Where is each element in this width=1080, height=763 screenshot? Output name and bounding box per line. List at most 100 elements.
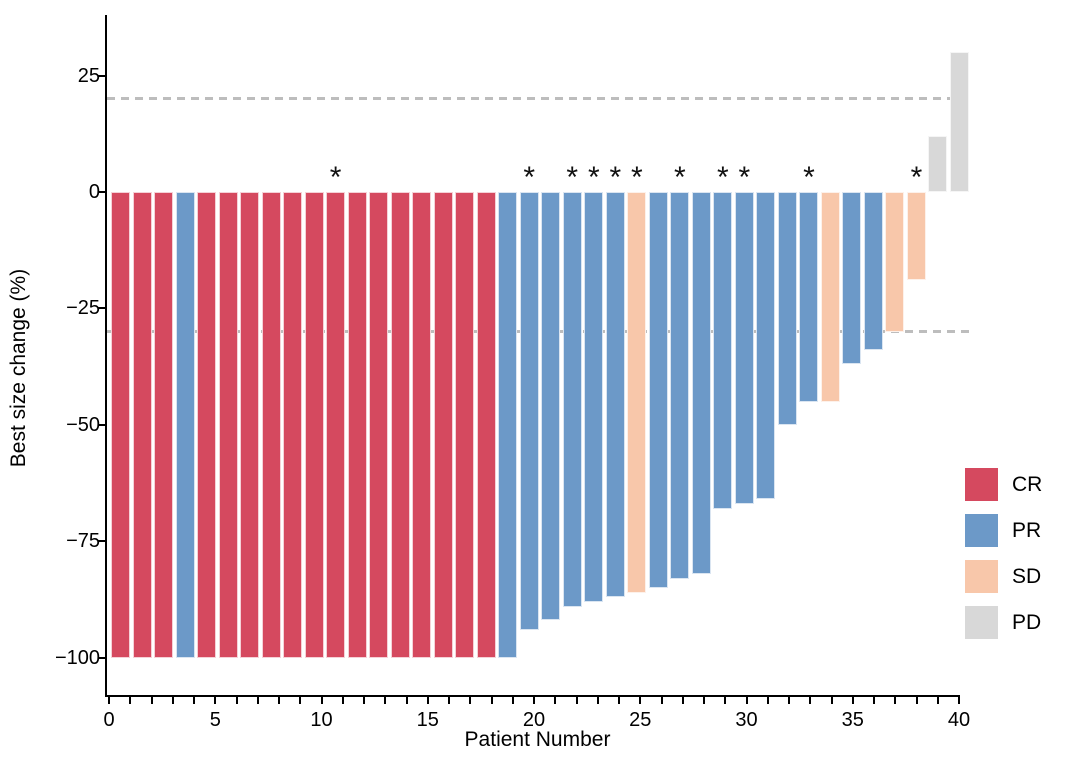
asterisk-marker: *: [587, 160, 600, 194]
legend-item-PR: PR: [965, 513, 1080, 547]
asterisk-marker: *: [717, 160, 729, 194]
x-axis-line: [105, 695, 960, 697]
bar-patient-17: [455, 191, 475, 658]
x-tick-label: 10: [310, 709, 333, 731]
bar-patient-21: [541, 191, 561, 621]
y-tick-label: −100: [54, 646, 100, 669]
bar-patient-33: [799, 191, 819, 402]
bar-patient-16: [433, 191, 453, 658]
x-tick: [320, 697, 323, 704]
y-tick-label: 25: [77, 64, 100, 87]
x-tick: [490, 697, 493, 704]
y-tick-label: −50: [66, 413, 100, 436]
x-tick: [235, 697, 238, 704]
asterisk-marker: *: [738, 160, 751, 194]
plot-panel: * * * * * * * * * * * 0 5 10 15 20 25 30 35 40 25 0 −25 −50 −75−…: [55, 15, 1042, 731]
legend-label: PD: [1012, 610, 1042, 634]
asterisk-marker: *: [609, 160, 622, 194]
x-tick: [426, 697, 429, 704]
bar-patient-4: [175, 191, 195, 658]
x-tick: [596, 697, 599, 704]
bar-patient-15: [412, 191, 432, 658]
y-tick: [98, 540, 105, 543]
bar-patient-25: [627, 191, 647, 593]
x-tick-label: 25: [629, 709, 652, 731]
legend-swatch-SD: [965, 559, 998, 593]
x-tick: [214, 697, 217, 704]
legend-swatch-PR: [965, 513, 998, 547]
x-tick-label: 40: [947, 709, 971, 731]
x-tick: [724, 697, 727, 704]
bar-patient-6: [218, 191, 238, 658]
x-tick: [129, 697, 132, 704]
x-tick: [809, 697, 812, 704]
x-tick-label: 15: [416, 709, 439, 731]
y-tick: [98, 74, 105, 77]
bar-patient-26: [648, 191, 668, 588]
x-tick: [533, 697, 535, 704]
x-tick: [788, 697, 790, 704]
x-tick: [958, 697, 960, 704]
x-tick: [618, 697, 620, 704]
bar-patient-35: [842, 191, 862, 365]
x-tick-label: 20: [522, 709, 546, 731]
bar-patient-10: [304, 191, 324, 658]
bar-patient-27: [670, 191, 690, 579]
x-tick: [639, 697, 642, 704]
bar-patient-5: [197, 191, 217, 658]
bar-patient-24: [605, 191, 625, 598]
x-tick: [511, 697, 514, 704]
asterisk-marker: *: [910, 160, 923, 194]
x-tick: [108, 697, 110, 704]
x-tick: [341, 697, 344, 704]
asterisk-marker: *: [566, 160, 579, 194]
bar-patient-8: [261, 191, 281, 658]
bar-patient-30: [734, 191, 754, 505]
bar-patient-1: [111, 191, 130, 658]
bar-patient-9: [283, 191, 303, 658]
legend-swatch-PD: [965, 605, 998, 639]
x-tick-label: 30: [735, 709, 758, 731]
x-tick: [894, 697, 897, 704]
bar-patient-20: [519, 191, 539, 630]
bar-patient-11: [326, 191, 346, 658]
x-tick: [448, 697, 450, 704]
x-tick: [830, 697, 833, 704]
x-tick: [575, 697, 578, 704]
x-tick: [915, 697, 918, 704]
x-tick: [299, 697, 302, 704]
x-tick: [766, 697, 769, 704]
x-tick: [256, 697, 259, 704]
bar-patient-7: [240, 191, 260, 658]
bar-patient-22: [562, 191, 582, 607]
bar-patient-2: [132, 191, 152, 658]
asterisk-marker: *: [803, 160, 815, 194]
bar-patient-28: [691, 191, 711, 574]
reference-line-20: [107, 97, 973, 101]
x-tick: [681, 697, 684, 704]
x-tick: [936, 697, 939, 704]
y-tick: [98, 190, 105, 193]
x-tick: [405, 697, 408, 704]
bar-patient-31: [756, 191, 776, 500]
bar-patient-40: [950, 52, 969, 192]
x-tick: [278, 697, 280, 704]
x-tick: [745, 697, 748, 704]
x-tick: [873, 697, 875, 704]
bar-patient-36: [863, 191, 883, 351]
bar-patient-34: [820, 191, 840, 402]
x-tick: [171, 697, 174, 704]
legend-label: PR: [1012, 518, 1042, 542]
asterisk-marker: *: [673, 160, 686, 194]
x-tick: [554, 697, 557, 704]
y-tick: [98, 656, 105, 659]
legend-label: SD: [1012, 564, 1042, 588]
y-tick: [98, 307, 105, 310]
x-axis-title: Patient Number: [464, 728, 611, 751]
asterisk-marker: *: [523, 160, 536, 194]
x-tick-label: 5: [209, 709, 221, 731]
bar-patient-12: [347, 191, 367, 658]
bar-patient-38: [906, 191, 926, 281]
legend-item-SD: SD: [965, 559, 1080, 593]
